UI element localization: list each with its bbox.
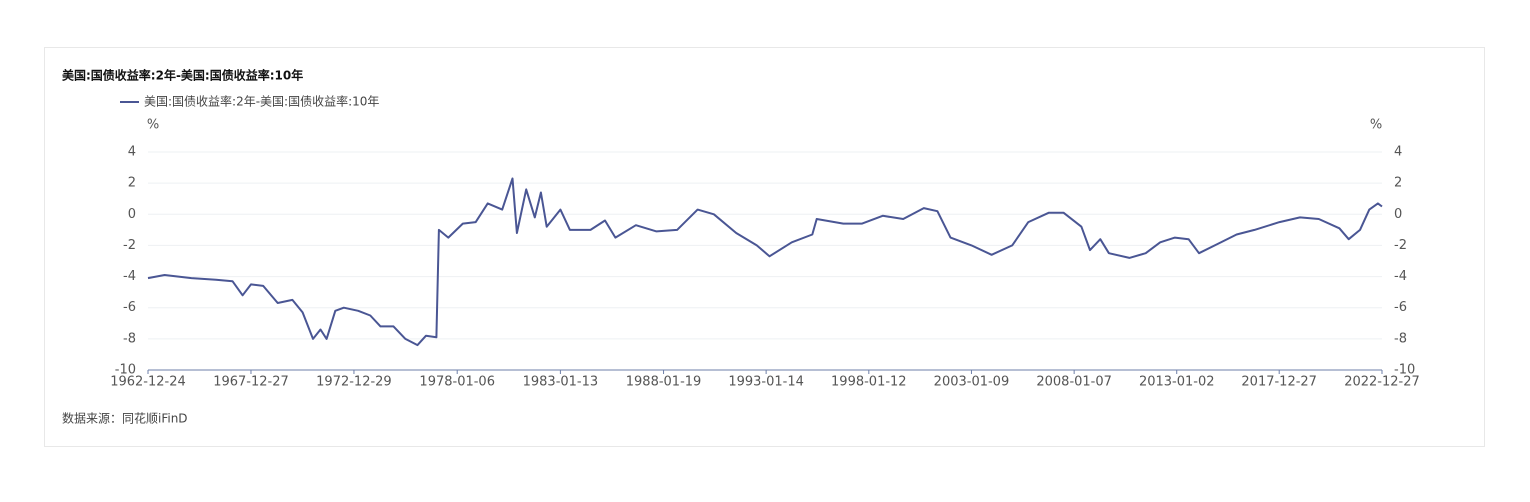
x-tick-label: 1988-01-19 [626, 375, 702, 390]
y2-tick-label: -6 [1394, 300, 1407, 315]
x-tick-label: 1967-12-27 [213, 375, 289, 390]
x-tick-label: 2013-01-02 [1139, 375, 1215, 390]
x-tick-label: 2003-01-09 [934, 375, 1010, 390]
y2-tick-label: -2 [1394, 238, 1407, 253]
y2-tick-label: 4 [1394, 145, 1402, 160]
y-tick-label: -8 [123, 331, 136, 346]
y2-tick-label: -4 [1394, 269, 1407, 284]
y-tick-label: -6 [123, 300, 136, 315]
y2-tick-label: 0 [1394, 207, 1402, 222]
x-tick-label: 1972-12-29 [316, 375, 392, 390]
y-tick-label: -2 [123, 238, 136, 253]
x-tick-label: 2017-12-27 [1241, 375, 1317, 390]
panel [44, 47, 1485, 447]
y2-unit: % [1370, 118, 1382, 133]
y2-tick-label: -10 [1394, 363, 1415, 378]
x-tick-label: 1983-01-13 [523, 375, 599, 390]
y-tick-label: 4 [128, 145, 136, 160]
x-tick-label: 2008-01-07 [1036, 375, 1112, 390]
y-tick-label: 2 [128, 176, 136, 191]
y2-tick-label: -8 [1394, 331, 1407, 346]
x-tick-label: 1993-01-14 [728, 375, 804, 390]
y-tick-label: 0 [128, 207, 136, 222]
y-unit: % [147, 118, 159, 133]
y-tick-label: -10 [115, 363, 136, 378]
source: 数据来源：同花顺iFinD [62, 411, 188, 426]
x-tick-label: 1978-01-06 [419, 375, 495, 390]
x-tick-label: 1962-12-24 [110, 375, 186, 390]
legend-label: 美国:国债收益率:2年-美国:国债收益率:10年 [144, 94, 379, 109]
data-line [147, 177, 1383, 347]
x-tick-label: 2022-12-27 [1344, 375, 1420, 390]
x-tick-label: 1998-01-12 [831, 375, 907, 390]
y-tick-label: -4 [123, 269, 136, 284]
y2-tick-label: 2 [1394, 176, 1402, 191]
chart-title: 美国:国债收益率:2年-美国:国债收益率:10年 [62, 68, 303, 83]
